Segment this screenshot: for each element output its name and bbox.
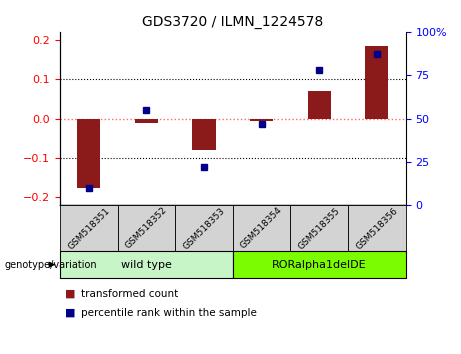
Bar: [348, 205, 406, 251]
Text: percentile rank within the sample: percentile rank within the sample: [81, 308, 257, 318]
Text: GSM518356: GSM518356: [354, 206, 400, 251]
Text: ■: ■: [65, 308, 75, 318]
Bar: [365, 46, 388, 119]
Text: ■: ■: [65, 289, 75, 298]
Text: wild type: wild type: [121, 259, 172, 270]
Title: GDS3720 / ILMN_1224578: GDS3720 / ILMN_1224578: [142, 16, 324, 29]
Bar: [135, 119, 158, 122]
Bar: [290, 205, 348, 251]
Text: GSM518353: GSM518353: [181, 206, 227, 251]
Text: GSM518351: GSM518351: [66, 206, 112, 251]
Bar: [77, 119, 100, 188]
Bar: [308, 91, 331, 119]
Text: genotype/variation: genotype/variation: [5, 259, 97, 270]
Text: transformed count: transformed count: [81, 289, 178, 298]
Bar: [175, 205, 233, 251]
Bar: [60, 251, 233, 278]
Bar: [193, 119, 216, 150]
Bar: [233, 205, 290, 251]
Bar: [233, 251, 406, 278]
Bar: [250, 119, 273, 121]
Text: GSM518355: GSM518355: [296, 206, 342, 251]
Bar: [118, 205, 175, 251]
Text: GSM518352: GSM518352: [124, 206, 169, 251]
Bar: [60, 205, 118, 251]
Text: GSM518354: GSM518354: [239, 206, 284, 251]
Text: RORalpha1delDE: RORalpha1delDE: [272, 259, 366, 270]
